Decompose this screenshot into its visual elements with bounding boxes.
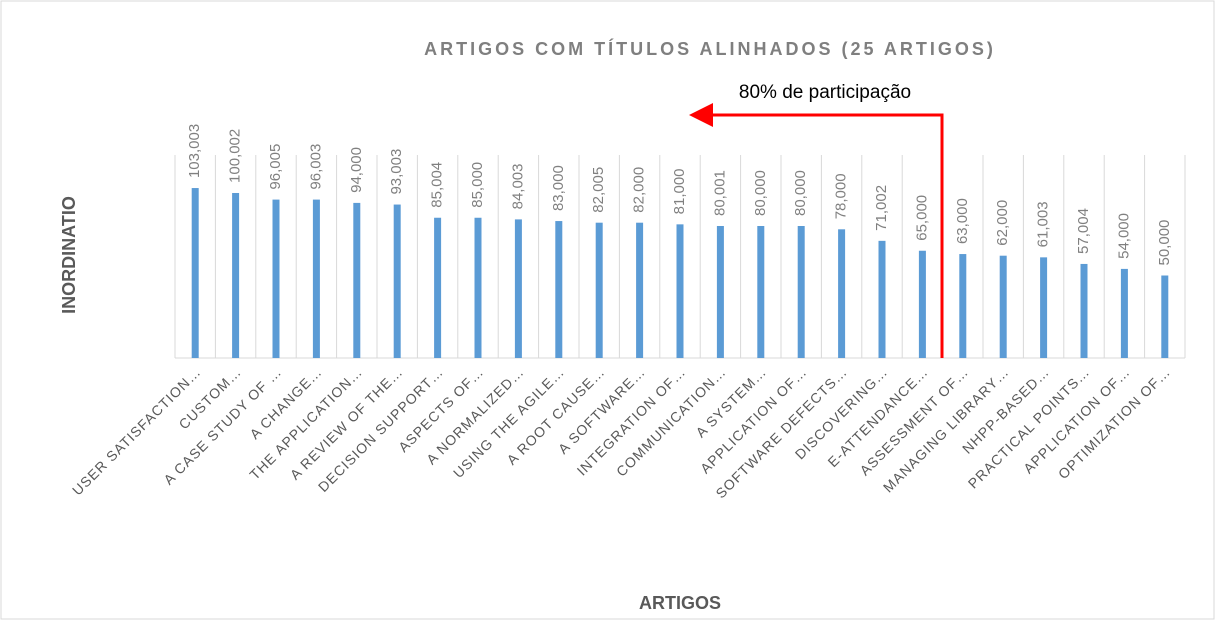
bar (232, 192, 240, 358)
annotation: 80% de participação (739, 82, 911, 103)
bar (716, 225, 724, 358)
value-label: 81,000 (671, 168, 688, 214)
x-axis-label: ARTIGOS (639, 593, 721, 613)
value-label: 50,000 (1156, 220, 1173, 266)
value-label: 96,005 (267, 144, 284, 190)
bar (757, 226, 765, 358)
bar (676, 224, 684, 358)
bar (959, 254, 967, 358)
value-label: 96,003 (307, 144, 324, 190)
value-label: 54,000 (1115, 213, 1132, 259)
value-label: 57,004 (1075, 208, 1092, 254)
annotation-arrow (689, 103, 944, 358)
bar (797, 226, 805, 358)
value-label: 78,000 (833, 173, 850, 219)
bar (999, 255, 1007, 358)
bar (474, 217, 482, 358)
value-label: 93,003 (388, 149, 405, 195)
value-label: 83,000 (550, 165, 567, 211)
value-label: 85,004 (429, 162, 446, 208)
value-label: 85,000 (469, 162, 486, 208)
chart-title: ARTIGOS COM TÍTULOS ALINHADOS (25 ARTIGO… (424, 38, 996, 59)
bar (434, 217, 442, 358)
value-label: 84,003 (509, 164, 526, 210)
bar (1040, 257, 1048, 358)
bar (1120, 268, 1128, 358)
bar (393, 204, 401, 358)
bar (636, 222, 644, 358)
bar (838, 229, 846, 358)
bar (272, 199, 280, 358)
bar (191, 188, 199, 358)
value-label: 100,002 (227, 129, 244, 183)
value-label: 82,000 (631, 167, 648, 213)
value-label: 63,000 (954, 198, 971, 244)
bar (312, 199, 320, 358)
bar (595, 222, 603, 358)
bar (878, 240, 886, 358)
bar (353, 202, 361, 358)
value-label: 94,000 (348, 147, 365, 193)
value-label: 61,003 (1035, 201, 1052, 247)
bar (514, 219, 522, 358)
value-label: 103,003 (186, 124, 203, 178)
bar (1161, 275, 1169, 358)
value-label: 65,000 (913, 195, 930, 241)
value-label: 82,005 (590, 167, 607, 213)
value-label: 80,000 (792, 170, 809, 216)
bar (555, 221, 563, 358)
value-label: 80,000 (752, 170, 769, 216)
bar (918, 250, 926, 358)
value-label: 80,001 (711, 170, 728, 216)
value-label: 62,000 (994, 200, 1011, 246)
bar (1080, 263, 1088, 358)
value-label: 71,002 (873, 185, 890, 231)
y-axis-label: INORDINATIO (59, 196, 79, 314)
